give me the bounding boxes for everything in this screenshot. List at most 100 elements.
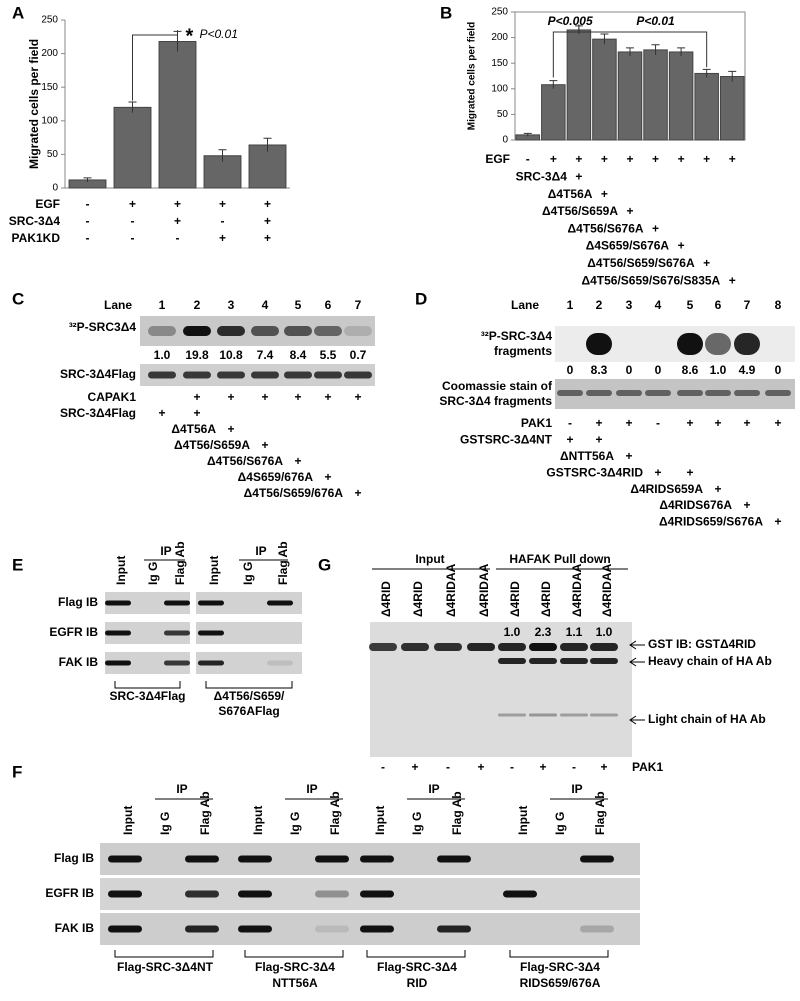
blot-band xyxy=(284,326,312,336)
blot-band xyxy=(251,326,279,336)
condition-sign: + xyxy=(774,416,781,430)
lane-header: Flag Ab xyxy=(173,541,187,585)
lane-number: 3 xyxy=(626,298,633,312)
group-bracket xyxy=(509,950,609,958)
condition-label: EGF xyxy=(485,152,510,166)
blot-band xyxy=(251,371,279,379)
quantification: 1.0 xyxy=(504,625,521,639)
error-bar xyxy=(728,70,737,82)
quantification: 0 xyxy=(567,363,574,377)
lane-header: Ig G xyxy=(288,812,302,835)
group-label: Δ4T56/S659/ xyxy=(214,689,285,703)
condition-sign: + xyxy=(261,438,268,452)
condition-sign: - xyxy=(656,416,660,430)
blot-band xyxy=(580,855,614,863)
condition-label: Δ4T56/S659A xyxy=(542,204,618,218)
condition-sign: - xyxy=(381,760,385,774)
row-label: EGFR IB xyxy=(45,886,94,900)
blot-band xyxy=(498,658,526,664)
condition-sign: + xyxy=(743,416,750,430)
condition-sign: + xyxy=(324,470,331,484)
lane-number: 6 xyxy=(715,298,722,312)
blot-band xyxy=(529,658,557,664)
group-label: Flag-SRC-3Δ4 xyxy=(255,960,335,974)
ip-label: IP xyxy=(428,782,439,796)
error-bar xyxy=(626,47,634,57)
y-tick-label: 100 xyxy=(41,115,58,126)
condition-sign: - xyxy=(86,231,90,245)
significance-bracket xyxy=(552,24,580,78)
condition-sign: + xyxy=(600,760,607,774)
blot xyxy=(105,622,190,644)
blot-band xyxy=(183,326,211,336)
condition-sign: + xyxy=(626,204,633,218)
bar xyxy=(113,106,152,189)
blot-band xyxy=(217,371,245,379)
lane-label: Δ4RID xyxy=(411,581,425,617)
blot-band xyxy=(344,371,372,379)
condition-label: Δ4RIDS676A xyxy=(659,498,732,512)
blot-band xyxy=(560,643,588,651)
quantification: 4.9 xyxy=(739,363,756,377)
blot-band xyxy=(529,643,557,651)
y-tick-label: 100 xyxy=(491,83,508,94)
blot-band xyxy=(498,643,526,651)
blot xyxy=(105,592,190,614)
lane-label: Δ4RIDAA xyxy=(600,563,614,617)
error-bar xyxy=(677,47,686,57)
condition-sign: + xyxy=(595,433,602,447)
condition-sign: + xyxy=(227,422,234,436)
group-label: S676AFlag xyxy=(218,704,279,718)
condition-sign: + xyxy=(626,152,633,166)
blot-band xyxy=(183,371,211,379)
blot-label: SRC-3Δ4Flag xyxy=(60,367,136,381)
condition-sign: - xyxy=(221,214,225,228)
blot-band xyxy=(314,371,342,379)
lane-header: Flag Ab xyxy=(593,791,607,835)
blot-band xyxy=(503,890,537,898)
quantification: 8.3 xyxy=(591,363,608,377)
condition-label: Δ4S659/S676A xyxy=(586,239,670,253)
row-label: FAK IB xyxy=(59,655,99,669)
blot-band xyxy=(734,390,760,396)
lane-header: Input xyxy=(121,806,135,835)
blot-band xyxy=(315,855,349,863)
ip-label: IP xyxy=(306,782,317,796)
significance-star: * xyxy=(186,25,194,47)
blot-band xyxy=(360,855,394,863)
blot-band xyxy=(314,326,342,336)
condition-sign: + xyxy=(174,214,181,228)
bar xyxy=(668,51,694,141)
lane-header: Ig G xyxy=(158,812,172,835)
condition-sign: + xyxy=(264,231,271,245)
blot-band xyxy=(267,660,293,666)
blot-band xyxy=(148,326,176,336)
condition-sign: - xyxy=(86,197,90,211)
lane-number: 5 xyxy=(295,298,302,312)
blot xyxy=(370,622,632,757)
quantification: 8.6 xyxy=(682,363,699,377)
blot-band xyxy=(437,925,471,933)
quantification: 19.8 xyxy=(185,348,209,362)
condition-sign: + xyxy=(550,152,557,166)
row-label: Flag IB xyxy=(54,851,94,865)
condition-label: SRC-3Δ4 xyxy=(9,214,61,228)
lane-header: Input xyxy=(516,806,530,835)
condition-label: Δ4RIDS659A xyxy=(630,482,703,496)
arrow-label: Heavy chain of HA Ab xyxy=(648,654,772,668)
condition-sign: - xyxy=(526,152,530,166)
y-axis-label: Migrated cells per field xyxy=(467,22,478,130)
lane-number: 4 xyxy=(262,298,269,312)
condition-label: GSTSRC-3Δ4NT xyxy=(460,433,553,447)
lane-header: Flag Ab xyxy=(450,791,464,835)
condition-label: SRC-3Δ4Flag xyxy=(60,406,136,420)
condition-sign: - xyxy=(176,231,180,245)
lane-number: 6 xyxy=(325,298,332,312)
quantification: 0.7 xyxy=(350,348,367,362)
lane-label: Δ4RID xyxy=(539,581,553,617)
blot-band xyxy=(164,630,190,636)
lane-title: Lane xyxy=(511,298,539,312)
blot-band xyxy=(185,855,219,863)
condition-sign: + xyxy=(264,214,271,228)
